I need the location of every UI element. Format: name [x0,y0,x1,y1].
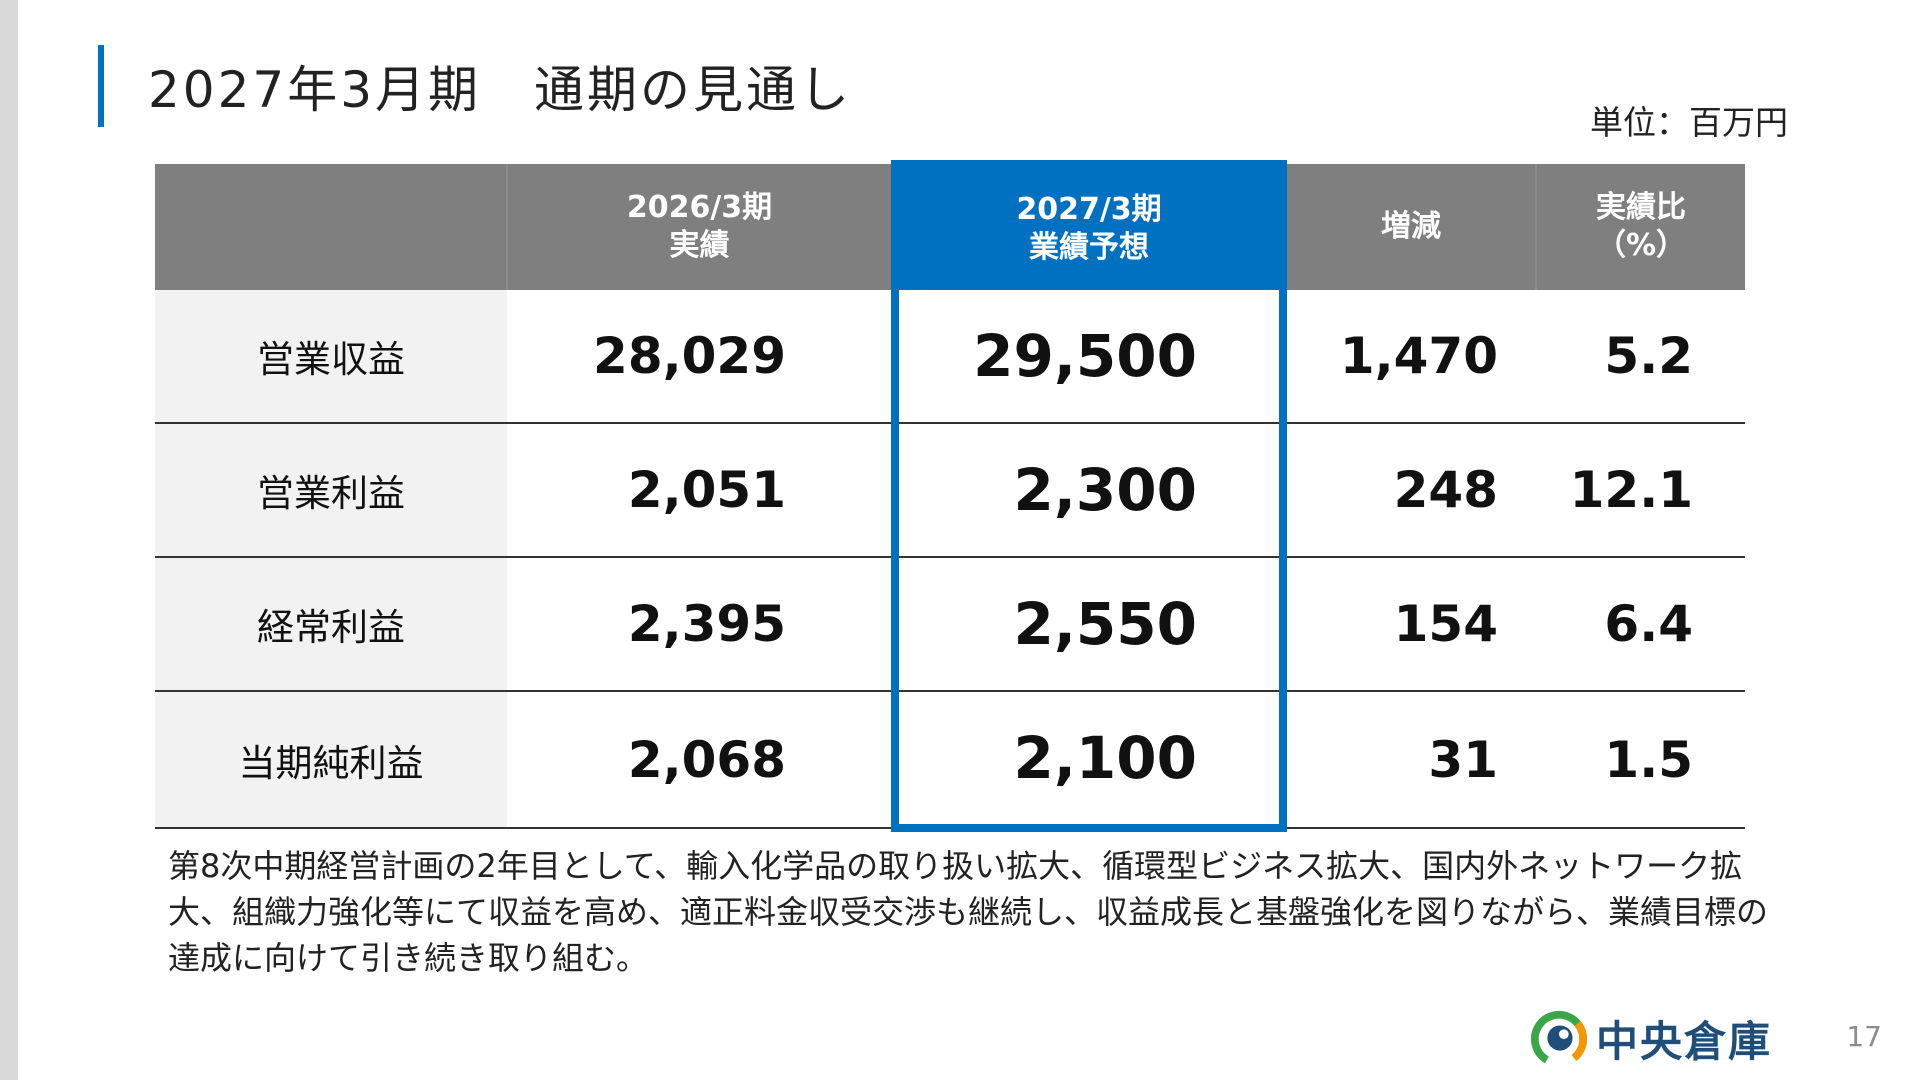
unit-label: 単位：百万円 [1590,103,1788,142]
header-line: 増減 [1381,209,1441,244]
ratio-value: 1.5 [1536,691,1745,829]
ratio-value: 6.4 [1536,557,1745,692]
row-label: 営業利益 [155,423,507,558]
ratio-value: 12.1 [1536,423,1745,558]
company-logo-icon [1530,1010,1588,1067]
row-label: 当期純利益 [155,691,507,829]
change-value: 31 [1283,691,1536,829]
ratio-value: 5.2 [1536,290,1745,424]
page-number: 17 [1846,1020,1882,1053]
forecast-value: 2,300 [891,423,1287,558]
forecast-value: 2,550 [891,557,1287,692]
change-value: 1,470 [1283,290,1536,424]
table-row: 営業利益 2,051 2,300 248 12.1 [155,423,1745,558]
title-accent-bar [98,45,104,127]
header-line: 業績予想 [1029,230,1149,265]
row-label: 経常利益 [155,557,507,692]
page-title: 2027年3月期 通期の見通し [148,61,853,119]
forecast-table: 2026/3期 実績 2027/3期 業績予想 増減 実績比 （%） 営業収益 … [155,160,1745,832]
change-value: 248 [1283,423,1536,558]
header-line: （%） [1595,228,1687,263]
header-line: 実績比 [1596,190,1686,225]
header-forecast-2027: 2027/3期 業績予想 [891,160,1287,290]
header-line: 2026/3期 [626,190,773,225]
header-blank [155,164,507,290]
row-label: 営業収益 [155,290,507,424]
header-line: 実績 [669,228,730,263]
actual-value: 28,029 [507,290,895,424]
change-value: 154 [1283,557,1536,692]
header-ratio: 実績比 （%） [1535,164,1745,290]
actual-value: 2,051 [507,423,895,558]
company-logo: 中央倉庫 [1530,1008,1772,1069]
header-actual-2026: 2026/3期 実績 [506,164,895,290]
header-line: 2027/3期 [1016,192,1162,227]
company-name: 中央倉庫 [1595,1017,1772,1066]
forecast-value: 2,100 [891,691,1287,832]
forecast-value: 29,500 [891,290,1287,424]
table-header-row: 2026/3期 実績 2027/3期 業績予想 増減 実績比 （%） [155,160,1745,290]
header-change: 増減 [1282,164,1536,290]
outlook-commentary: 第8次中期経営計画の2年目として、輸入化学品の取り扱い拡大、循環型ビジネス拡大、… [168,847,1769,977]
actual-value: 2,395 [507,557,895,692]
table-row: 経常利益 2,395 2,550 154 6.4 [155,557,1745,692]
left-edge-strip [0,0,18,1080]
table-row: 営業収益 28,029 29,500 1,470 5.2 [155,290,1745,424]
table-row: 当期純利益 2,068 2,100 31 1.5 [155,691,1745,832]
actual-value: 2,068 [507,691,895,829]
